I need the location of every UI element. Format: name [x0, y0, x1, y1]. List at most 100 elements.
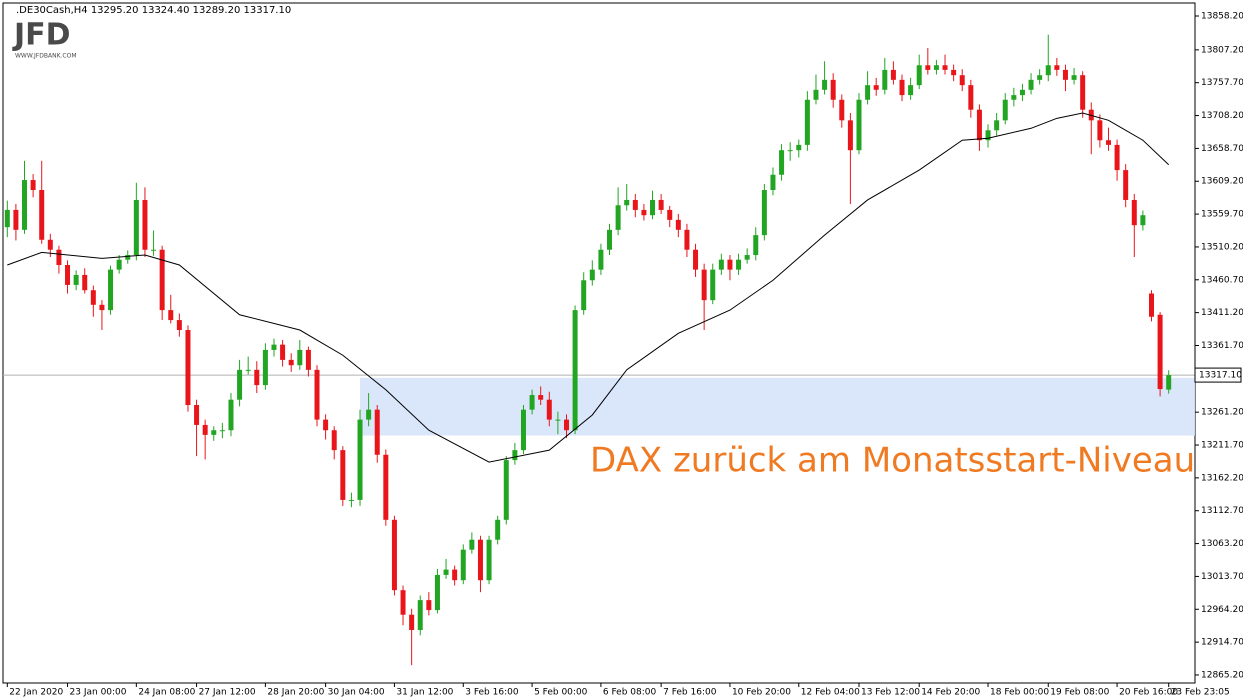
x-tick-label: 14 Feb 20:00: [921, 688, 980, 698]
y-tick-label: 13411.20: [1201, 308, 1243, 318]
candle-body: [151, 249, 157, 251]
candle-body: [503, 460, 509, 520]
candle-body: [985, 130, 991, 141]
candle-body: [176, 320, 182, 331]
candle-body: [1028, 79, 1034, 90]
candle-body: [581, 280, 587, 311]
candle-body: [1062, 69, 1068, 80]
candle-body: [116, 259, 122, 270]
candle-body: [1105, 140, 1111, 145]
candle-body: [890, 69, 896, 80]
candle-body: [770, 174, 776, 191]
candle-body: [1045, 65, 1051, 76]
x-tick-label: 23 Feb 23:05: [1171, 688, 1230, 698]
candle-body: [486, 539, 492, 581]
candle-body: [650, 199, 656, 216]
candle-body: [340, 450, 346, 500]
candle-body: [348, 499, 354, 501]
candle-body: [615, 205, 621, 230]
candle-body: [280, 344, 286, 360]
candle-body: [959, 75, 965, 86]
candle-body: [125, 255, 131, 260]
y-tick-label: 13757.70: [1201, 78, 1243, 88]
candle-body: [245, 369, 251, 371]
candle-body: [99, 304, 105, 311]
y-tick-label: 12914.70: [1201, 638, 1243, 648]
candle-body: [1019, 89, 1025, 96]
candle-body: [873, 85, 879, 90]
candle-body: [641, 209, 647, 216]
candle-body: [1148, 293, 1154, 317]
candle-body: [976, 109, 982, 141]
logo-url: WWW.JFDBANK.COM: [15, 53, 77, 60]
x-tick-label: 3 Feb 16:00: [465, 688, 519, 698]
candle-body: [1131, 199, 1137, 226]
candle-body: [13, 209, 19, 230]
candle-body: [1140, 215, 1146, 226]
candle-body: [520, 409, 526, 451]
candle-body: [968, 85, 974, 110]
candle-body: [736, 259, 742, 270]
candle-body: [693, 249, 699, 270]
candle-body: [1080, 75, 1086, 110]
x-tick-label: 13 Feb 12:00: [861, 688, 920, 698]
y-tick-label: 13858.20: [1201, 12, 1243, 22]
candle-body: [753, 235, 759, 256]
candle-body: [727, 259, 733, 270]
x-tick-label: 5 Feb 00:00: [534, 688, 588, 698]
candle-body: [847, 120, 853, 151]
candle-body: [779, 150, 785, 175]
candle-body: [813, 89, 819, 100]
candle-body: [374, 409, 380, 455]
candle-body: [804, 99, 810, 145]
candle-body: [710, 269, 716, 301]
candle-body: [30, 180, 36, 191]
candle-body: [546, 399, 552, 420]
candle-body: [108, 269, 114, 311]
candle-body: [675, 219, 681, 230]
candle-body: [822, 79, 828, 90]
candle-body: [142, 199, 148, 250]
candle-body: [1054, 65, 1060, 70]
candle-body: [925, 65, 931, 70]
candle-body: [4, 209, 10, 228]
y-tick-label: 13658.70: [1201, 144, 1243, 154]
candle-body: [314, 369, 320, 420]
y-tick-label: 13510.20: [1201, 242, 1243, 252]
x-tick-label: 24 Jan 08:00: [138, 688, 195, 698]
moving-average: [7, 112, 1170, 463]
candle-body: [744, 255, 750, 260]
y-tick-label: 13211.70: [1201, 441, 1243, 451]
x-tick-label: 31 Jan 12:00: [396, 688, 453, 698]
x-tick-label: 6 Feb 08:00: [603, 688, 657, 698]
candle-body: [495, 519, 501, 540]
symbol-info: .DE30Cash,H4 13295.20 13324.40 13289.20 …: [16, 5, 291, 16]
x-tick-label: 7 Feb 16:00: [663, 688, 717, 698]
candle-body: [839, 99, 845, 121]
candle-body: [228, 399, 234, 431]
y-tick-label: 13361.70: [1201, 341, 1243, 351]
x-tick-label: 18 Feb 00:00: [990, 688, 1049, 698]
candle-body: [1123, 170, 1129, 200]
candle-body: [865, 85, 871, 100]
y-tick-label: 13807.20: [1201, 45, 1243, 55]
support-zone: [360, 377, 1195, 436]
logo: JFD: [12, 18, 71, 53]
candle-body: [22, 180, 28, 230]
candle-body: [477, 539, 483, 581]
candle-body: [159, 249, 165, 311]
candle-body: [933, 65, 939, 70]
candle-body: [1157, 314, 1163, 390]
candle-body: [830, 79, 836, 100]
candle-body: [1071, 75, 1077, 80]
candle-body: [65, 264, 71, 285]
candle-body: [254, 369, 260, 386]
candle-body: [1002, 99, 1008, 121]
candle-body: [323, 419, 329, 431]
candle-body: [787, 150, 793, 152]
candle-body: [529, 395, 535, 410]
candle-body: [460, 549, 466, 581]
candle-body: [718, 259, 724, 270]
candle-body: [288, 359, 294, 366]
y-tick-label: 13162.20: [1201, 473, 1243, 483]
